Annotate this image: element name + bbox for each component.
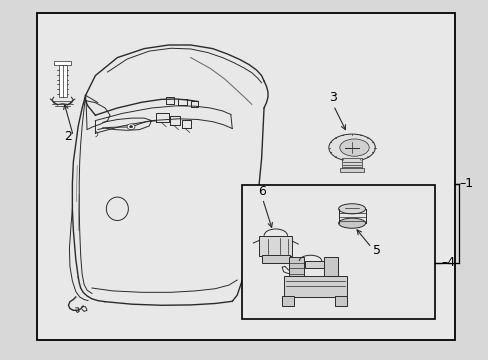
Bar xyxy=(261,255,289,263)
Bar xyxy=(324,257,337,276)
Circle shape xyxy=(129,126,132,128)
Text: –4: –4 xyxy=(441,256,455,269)
Bar xyxy=(304,261,324,268)
Bar xyxy=(242,185,434,319)
Text: 5: 5 xyxy=(372,244,380,257)
Bar xyxy=(334,296,346,306)
Ellipse shape xyxy=(338,204,365,214)
Bar xyxy=(37,13,454,340)
Text: 2: 2 xyxy=(64,130,72,143)
Bar xyxy=(282,296,294,306)
Ellipse shape xyxy=(328,134,375,161)
Text: 6: 6 xyxy=(257,185,265,198)
Bar xyxy=(288,257,304,276)
Bar xyxy=(283,276,346,297)
Ellipse shape xyxy=(338,218,365,228)
Bar xyxy=(54,61,71,65)
Bar xyxy=(59,65,66,97)
Text: 3: 3 xyxy=(328,91,336,104)
Text: –1: –1 xyxy=(459,177,473,190)
Bar xyxy=(342,158,361,169)
Bar xyxy=(259,236,292,256)
Ellipse shape xyxy=(339,139,368,156)
Circle shape xyxy=(127,124,135,130)
Bar xyxy=(339,168,364,172)
